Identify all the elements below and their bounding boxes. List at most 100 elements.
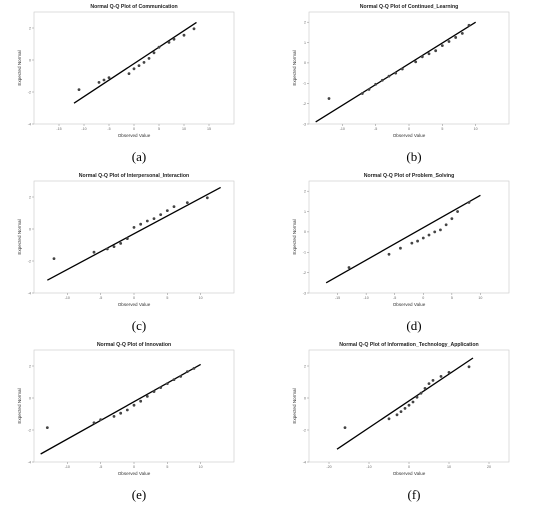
data-point	[165, 209, 169, 212]
data-point	[159, 213, 163, 216]
y-tick-label: 2	[304, 189, 306, 193]
x-axis-label: Observed Value	[393, 471, 426, 476]
data-point	[127, 72, 131, 75]
data-point	[119, 242, 123, 245]
panel-caption: (c)	[132, 318, 146, 333]
x-tick-label: -10	[340, 127, 345, 131]
x-tick-label: -5	[99, 296, 102, 300]
x-tick-label: -20	[326, 465, 331, 469]
data-point	[450, 217, 454, 221]
data-point	[112, 245, 116, 248]
x-tick-label: -10	[366, 465, 371, 469]
y-tick-label: -3	[303, 122, 306, 126]
data-point	[399, 246, 402, 250]
panel-caption: (b)	[406, 149, 421, 164]
y-axis-label: Expected Normal	[292, 219, 297, 254]
data-point	[102, 78, 106, 82]
qq-panel-d: Normal Q-Q Plot of Problem_Solving -15 -1 0…	[275, 169, 550, 338]
y-tick-label: -4	[303, 460, 306, 464]
y-tick-label: 2	[304, 20, 306, 24]
qq-chart-svg: Normal Q-Q Plot of Communication -15 -10 -5…	[17, 4, 235, 164]
y-axis-label: Expected Normal	[292, 388, 297, 423]
data-point	[172, 205, 176, 208]
data-point	[45, 426, 49, 429]
data-point	[423, 387, 427, 390]
plot-frame	[308, 180, 510, 294]
x-axis-label: Observed Value	[118, 471, 151, 476]
data-point	[387, 252, 391, 256]
y-tick-label: -1	[303, 251, 306, 255]
data-point	[192, 27, 196, 31]
data-point	[367, 87, 371, 91]
y-tick-label: -4	[28, 122, 31, 126]
x-tick-label: 5	[166, 296, 168, 300]
data-point	[410, 241, 414, 245]
y-tick-label: -2	[303, 428, 306, 432]
data-point	[105, 247, 109, 251]
y-axis-label: Expected Normal	[17, 50, 22, 85]
x-tick-label: 10	[478, 296, 482, 300]
data-point	[387, 74, 391, 78]
y-tick-label: 1	[304, 210, 306, 214]
data-point	[427, 233, 431, 237]
x-tick-label: -10	[81, 127, 86, 131]
data-point	[467, 23, 471, 27]
x-tick-label: 20	[487, 465, 491, 469]
data-point	[52, 257, 56, 260]
y-tick-label: 2	[304, 364, 306, 368]
data-point	[179, 375, 183, 378]
data-point	[99, 418, 103, 421]
data-point	[460, 31, 464, 35]
x-tick-label: 0	[408, 465, 410, 469]
y-tick-label: 0	[304, 61, 306, 65]
x-tick-label: 0	[422, 296, 424, 300]
data-point	[157, 45, 161, 49]
data-point	[454, 36, 458, 39]
x-axis-label: Observed Value	[118, 302, 151, 307]
y-axis-label: Expected Normal	[17, 219, 22, 254]
data-point	[343, 426, 347, 429]
data-point	[205, 196, 209, 200]
data-point	[172, 378, 176, 381]
panel-caption: (f)	[408, 487, 421, 502]
data-point	[145, 219, 149, 223]
y-tick-label: -4	[28, 291, 31, 295]
y-tick-label: -2	[303, 271, 306, 275]
data-point	[137, 64, 141, 67]
data-point	[327, 97, 331, 100]
qq-chart-svg: Normal Q-Q Plot of Continued_Learning -10…	[292, 4, 510, 164]
y-tick-label: 2	[29, 26, 31, 30]
reference-line	[47, 186, 221, 281]
data-point	[387, 417, 391, 421]
data-point	[139, 399, 143, 403]
x-tick-label: 10	[199, 296, 203, 300]
x-tick-label: 10	[199, 465, 203, 469]
chart-title: Normal Q-Q Plot of Innovation	[97, 342, 171, 348]
x-tick-label: -15	[335, 296, 340, 300]
chart-title: Normal Q-Q Plot of Continued_Learning	[360, 4, 459, 10]
y-tick-label: 0	[29, 58, 31, 62]
data-point	[92, 250, 96, 254]
data-point	[431, 379, 435, 382]
data-point	[112, 415, 116, 418]
data-point	[147, 57, 151, 60]
y-tick-label: 0	[29, 396, 31, 400]
data-point	[132, 403, 136, 407]
data-point	[167, 41, 171, 44]
data-point	[416, 239, 419, 243]
x-tick-label: 0	[133, 127, 135, 131]
y-tick-label: -2	[28, 428, 31, 432]
data-point	[411, 400, 415, 404]
data-point	[142, 61, 146, 64]
data-point	[400, 67, 404, 71]
chart-title: Normal Q-Q Plot of Problem_Solving	[364, 173, 455, 179]
x-tick-label: 0	[133, 465, 135, 469]
data-point	[185, 370, 189, 373]
data-point	[182, 33, 186, 37]
data-point	[427, 52, 431, 56]
data-point	[440, 44, 444, 47]
x-tick-label: -5	[99, 465, 102, 469]
x-tick-label: -5	[107, 127, 110, 131]
x-tick-label: 5	[451, 296, 453, 300]
data-point	[456, 210, 459, 213]
